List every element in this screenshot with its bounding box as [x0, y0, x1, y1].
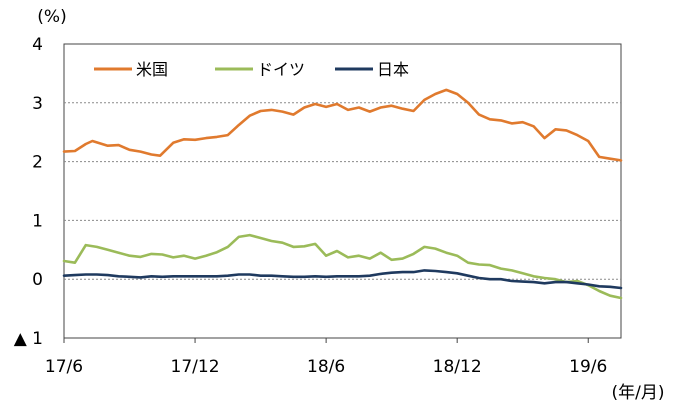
series-line — [62, 88, 623, 162]
x-tick-label: 18/12 — [433, 357, 482, 377]
y-tick-label: 1 — [32, 211, 43, 231]
series-line — [62, 233, 623, 300]
plot-area-frame — [63, 43, 622, 339]
x-unit-label: (年/月) — [612, 383, 665, 403]
legend: 米国 ドイツ 日本 — [94, 60, 409, 79]
y-tick-label: 0 — [32, 270, 43, 290]
x-tick-label: 19/6 — [569, 357, 607, 377]
y-axis-ticks: 4 3 2 1 0 ▲ 1 — [14, 35, 43, 349]
legend-label: ドイツ — [257, 60, 305, 79]
y-tick-label: 4 — [32, 35, 43, 55]
legend-label: 米国 — [136, 60, 168, 79]
x-axis-ticks: 17/6 17/12 18/6 18/12 19/6 — [45, 338, 607, 377]
x-tick-label: 17/6 — [45, 357, 83, 377]
y-tick-label: 2 — [32, 153, 43, 173]
x-tick-label: 18/6 — [307, 357, 345, 377]
x-tick-label: 17/12 — [171, 357, 220, 377]
y-tick-label: 3 — [32, 94, 43, 114]
grid-lines — [64, 102, 621, 280]
y-tick-label: ▲ 1 — [14, 329, 43, 349]
series-line — [62, 269, 623, 290]
y-unit-label: (%) — [37, 7, 66, 27]
series-lines — [62, 88, 623, 300]
legend-label: 日本 — [377, 60, 409, 79]
